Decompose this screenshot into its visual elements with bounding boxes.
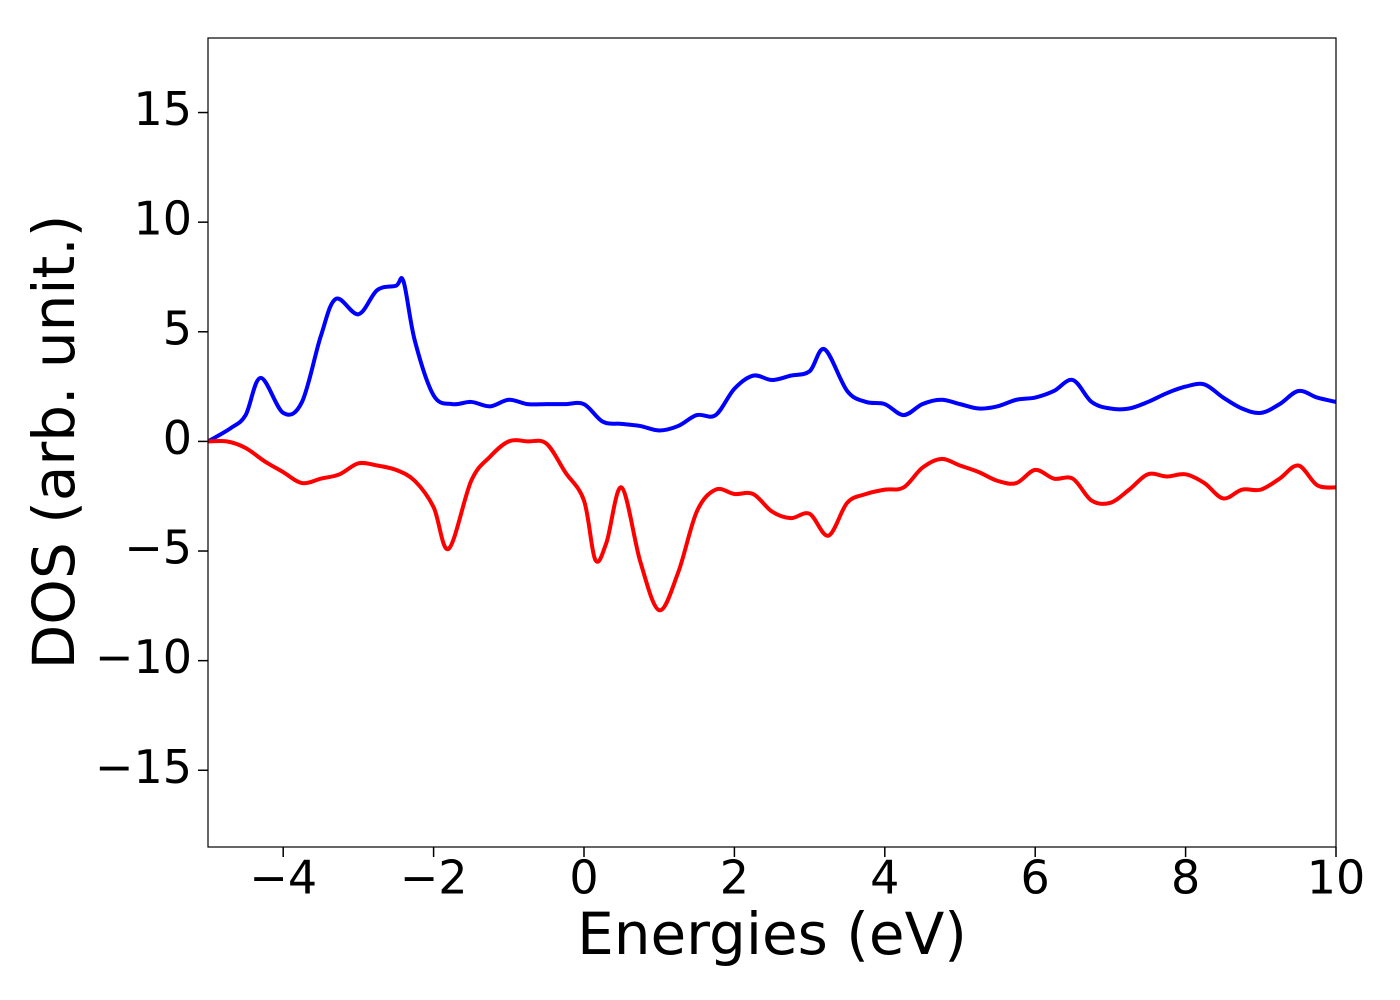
x-tick-label: 4 [870,851,899,905]
x-tick-label: −2 [400,851,468,905]
y-tick-label: 5 [163,301,192,355]
x-tick-label: −4 [249,851,317,905]
y-tick-label: 10 [133,192,192,246]
y-axis-label: DOS (arb. unit.) [20,215,88,670]
y-tick-label: 0 [163,411,192,465]
y-tick-label: −5 [124,521,192,575]
y-tick-label: −10 [95,630,192,684]
series-line [208,275,1336,444]
x-axis-label: Energies (eV) [577,900,967,968]
x-tick-label: 10 [1307,851,1366,905]
x-tick-label: 0 [569,851,598,905]
x-tick-label: 8 [1171,851,1200,905]
x-tick-label: 6 [1021,851,1050,905]
y-tick-label: −15 [95,740,192,794]
x-tick-label: 2 [720,851,749,905]
y-tick-label: 15 [133,82,192,136]
plot-frame [207,37,1337,848]
series-line [208,438,1336,613]
